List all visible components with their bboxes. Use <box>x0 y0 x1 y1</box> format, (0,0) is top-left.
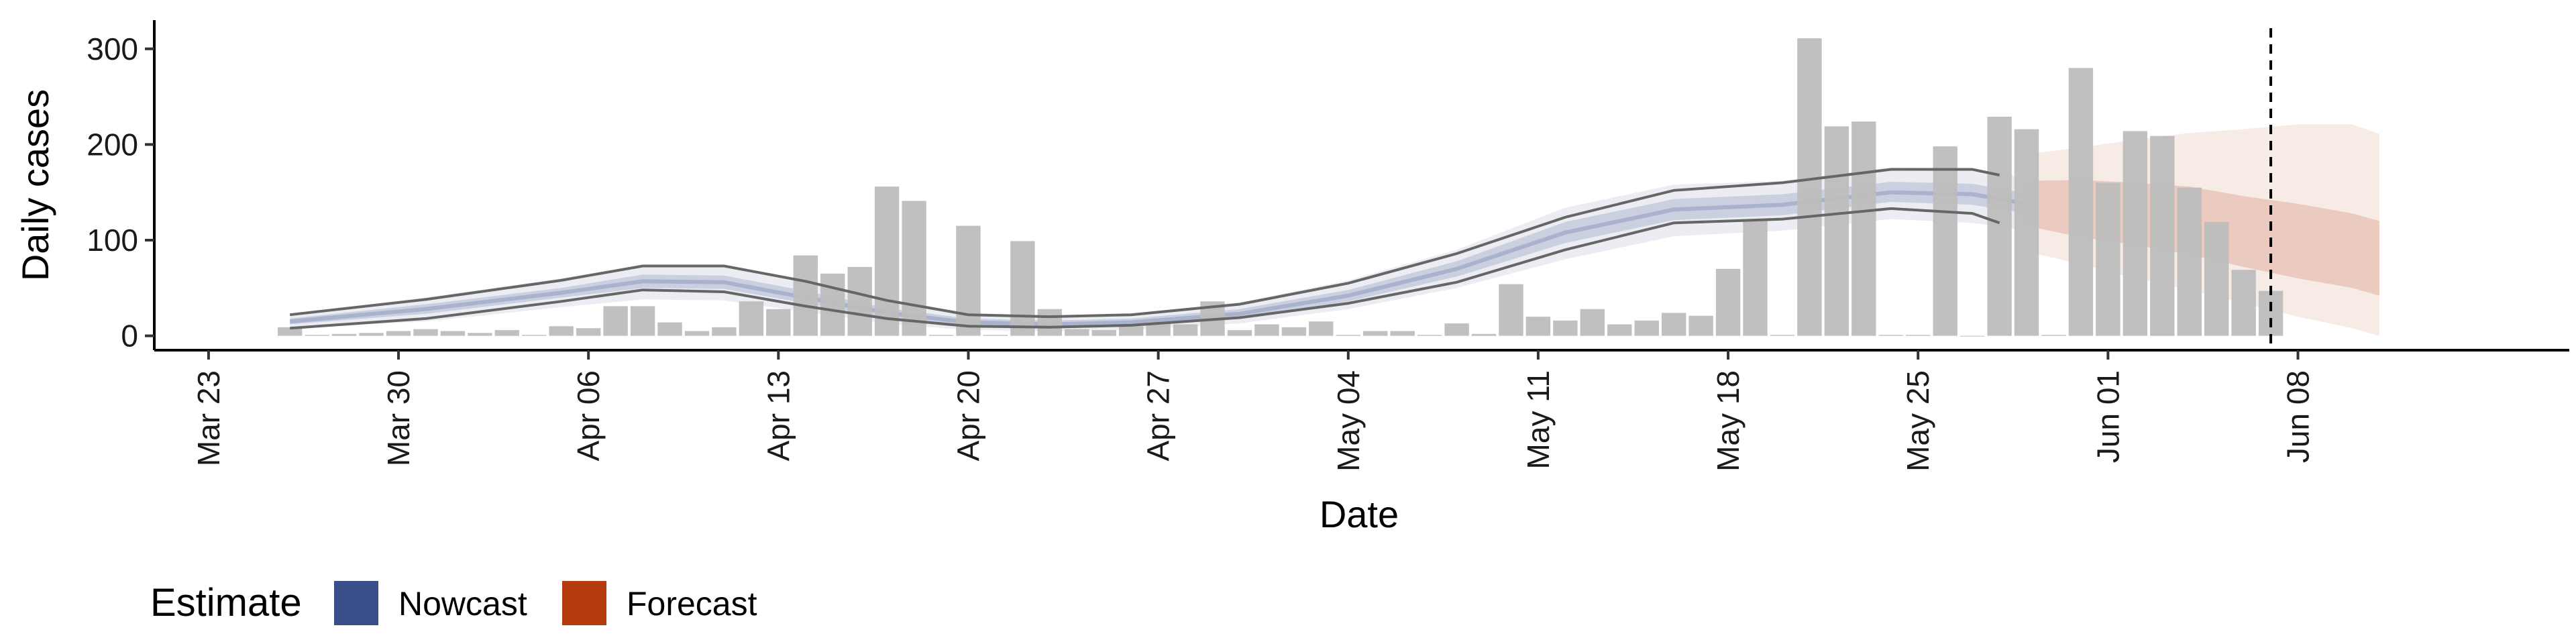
x-tick-label: Jun 08 <box>2281 370 2316 463</box>
case-bar <box>1173 324 1198 336</box>
legend-label-nowcast: Nowcast <box>398 585 527 623</box>
case-bar <box>739 301 764 336</box>
case-bar <box>1499 284 1523 336</box>
x-axis-ticks: Mar 23 Mar 30 Apr 06 Apr 13 Apr 20 Apr 27 May … <box>191 350 2316 472</box>
case-bar <box>1525 317 1551 336</box>
x-tick-label: Mar 30 <box>381 370 416 466</box>
case-bar <box>1580 309 1605 336</box>
case-bar <box>956 225 981 336</box>
case-bar <box>2258 290 2284 336</box>
case-bar <box>1390 331 1415 336</box>
case-bar <box>1254 324 1279 336</box>
y-axis-title: Daily cases <box>14 89 56 281</box>
x-tick-label: Apr 27 <box>1141 370 1176 462</box>
case-bar <box>1363 331 1388 336</box>
case-bar <box>1987 117 2012 336</box>
case-bar <box>684 331 710 336</box>
legend-swatch-forecast <box>562 581 606 625</box>
case-bar <box>1010 241 1035 336</box>
case-bar <box>847 266 872 336</box>
x-tick-label: May 11 <box>1521 370 1556 469</box>
case-bar <box>278 327 303 336</box>
case-bar <box>2150 136 2175 336</box>
case-bar <box>2096 182 2121 336</box>
case-bar <box>1065 329 1089 336</box>
case-bar <box>603 306 628 336</box>
observed-interval-lines <box>289 168 2000 330</box>
x-tick-label: Apr 20 <box>951 370 986 462</box>
case-bar <box>1960 335 1985 337</box>
legend-title: Estimate <box>150 581 302 625</box>
case-bar <box>1743 221 1768 336</box>
case-bar <box>766 309 791 336</box>
case-bar <box>793 255 818 336</box>
y-tick-label: 200 <box>87 127 138 162</box>
case-bar <box>1824 126 1849 336</box>
observed-upper-line <box>289 168 2000 319</box>
case-bar <box>1444 323 1469 336</box>
x-tick-label: May 25 <box>1900 370 1935 472</box>
case-bar <box>2231 270 2256 336</box>
case-bar <box>2177 187 2202 336</box>
case-bar <box>413 329 438 336</box>
y-tick-label: 300 <box>87 32 138 66</box>
forecast-band-90 <box>2027 124 2379 336</box>
y-tick-label: 0 <box>121 319 138 354</box>
case-bar <box>468 333 492 336</box>
case-bar <box>1688 315 1713 336</box>
case-bar <box>657 322 682 336</box>
case-bar <box>1797 38 1822 336</box>
case-bar <box>902 201 926 336</box>
reported-case-bars <box>278 38 2284 337</box>
case-bar <box>1662 313 1686 336</box>
x-tick-label: Apr 13 <box>761 370 796 462</box>
x-axis-title: Date <box>1320 493 1399 535</box>
case-bar <box>1471 333 1497 336</box>
case-bar <box>386 331 411 336</box>
case-bar <box>1607 324 1632 336</box>
case-bar <box>1553 320 1578 336</box>
x-tick-label: Apr 06 <box>571 370 606 462</box>
x-tick-label: Jun 01 <box>2090 370 2125 463</box>
case-bar <box>712 327 737 336</box>
case-bar <box>2014 129 2039 336</box>
case-bar <box>1634 320 1659 336</box>
case-bar <box>1281 327 1307 336</box>
x-tick-label: May 18 <box>1711 370 1746 472</box>
case-bar <box>494 330 519 336</box>
observed-lower-line <box>290 207 2000 330</box>
nowcast-band-50 <box>290 182 2027 327</box>
case-bar <box>1146 322 1171 336</box>
case-bar <box>2123 131 2147 336</box>
y-tick-label: 100 <box>87 223 138 258</box>
case-bar <box>1933 146 1957 336</box>
case-bar <box>359 333 384 336</box>
x-tick-label: May 04 <box>1331 370 1366 472</box>
case-bar <box>440 331 466 336</box>
legend-label-forecast: Forecast <box>627 585 757 623</box>
case-bar <box>1309 321 1334 336</box>
legend-swatch-nowcast <box>334 581 378 625</box>
case-bar <box>820 273 845 336</box>
case-bar <box>2204 221 2229 336</box>
nowcast-median-line <box>289 190 2027 327</box>
legend: Estimate Nowcast Forecast <box>150 581 757 625</box>
case-bar <box>1037 309 1062 336</box>
case-bar <box>549 326 574 336</box>
y-axis-ticks: 0 100 200 300 <box>87 32 154 354</box>
case-bar <box>630 306 655 336</box>
axes: 0 100 200 300 Mar 23 Mar 30 Apr 06 Apr 13 Apr 2… <box>87 20 2569 472</box>
case-bar <box>1119 326 1144 336</box>
case-bar <box>1091 330 1116 336</box>
case-bar <box>1227 330 1252 336</box>
case-bar <box>1715 268 1741 336</box>
case-bar <box>1851 121 1876 336</box>
case-bar <box>576 328 601 336</box>
case-bar <box>874 186 900 336</box>
nowcast-band-90 <box>290 167 2027 331</box>
case-bar <box>331 333 357 336</box>
x-tick-label: Mar 23 <box>191 370 226 466</box>
case-bar <box>2068 68 2094 336</box>
